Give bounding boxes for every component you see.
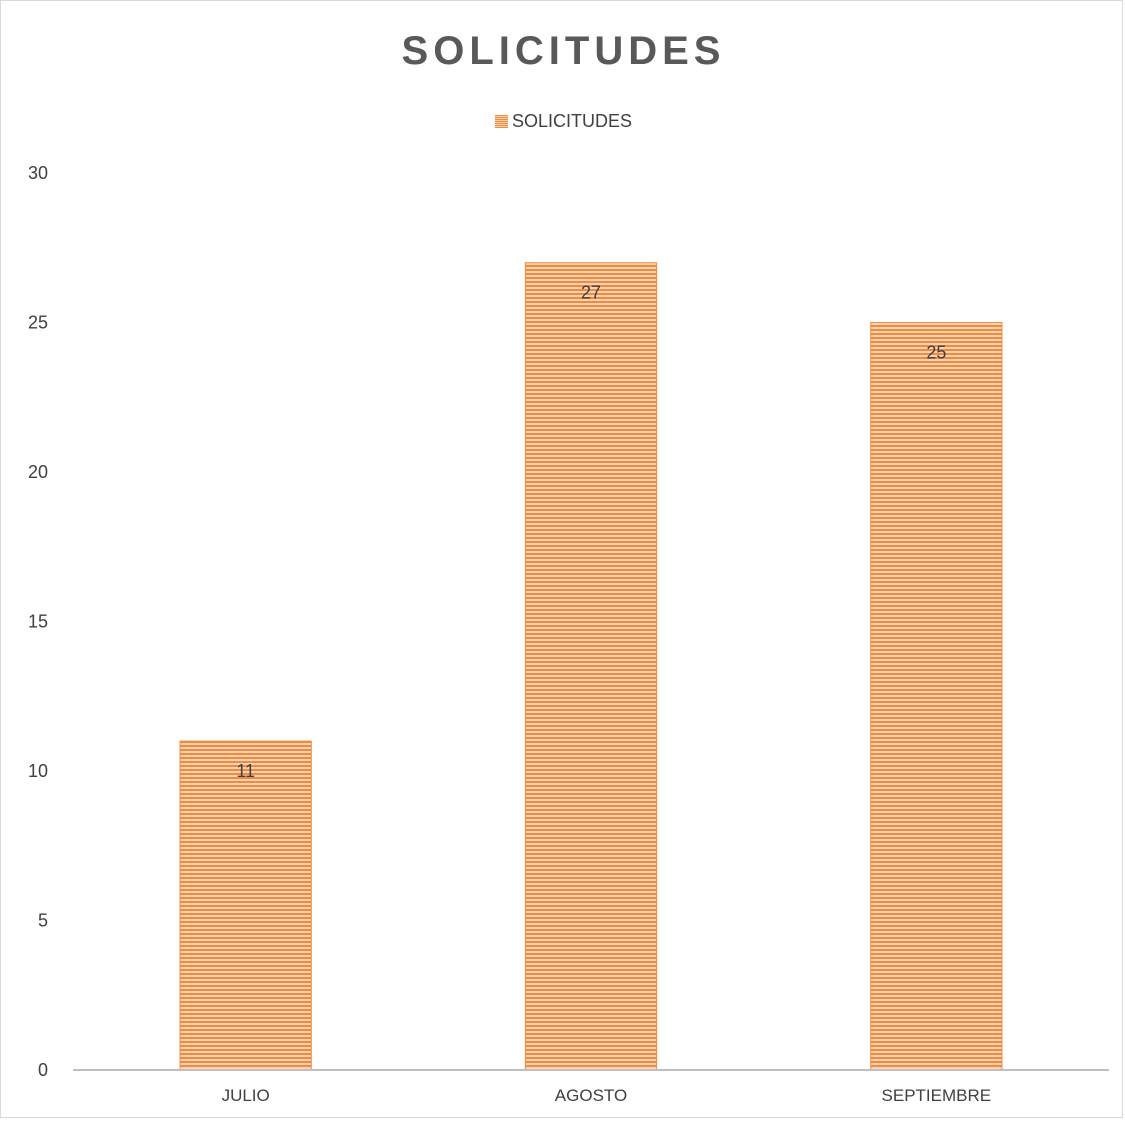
y-tick-label: 20 [28,462,48,482]
data-label: 27 [581,283,601,303]
y-tick-label: 10 [28,761,48,781]
y-tick-label: 0 [38,1060,48,1080]
x-category-label: AGOSTO [555,1086,627,1105]
y-tick-label: 15 [28,612,48,632]
bar-septiembre [870,322,1003,1071]
y-tick-label: 25 [28,313,48,333]
x-category-label: JULIO [222,1086,270,1105]
bar-agosto [524,262,658,1071]
y-tick-label: 5 [38,911,48,931]
data-label: 25 [926,343,946,363]
bar-julio [179,740,312,1071]
chart-legend: SOLICITUDES [1,111,1125,132]
legend-swatch [494,115,508,128]
y-tick-label: 30 [28,163,48,183]
chart-title: SOLICITUDES [401,29,726,73]
data-label: 11 [236,761,255,781]
x-category-label: SEPTIEMBRE [882,1086,992,1105]
legend-label: SOLICITUDES [511,111,633,131]
